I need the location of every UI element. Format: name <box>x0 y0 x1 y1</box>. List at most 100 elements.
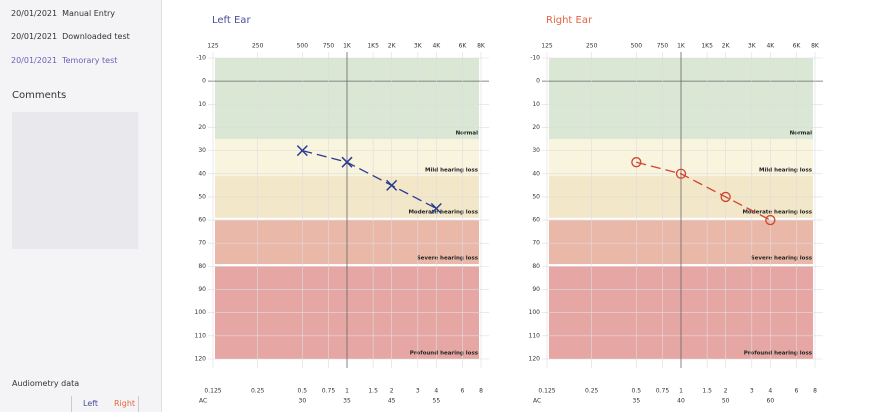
y-tick-label: 100 <box>195 309 207 316</box>
table-frequency: 0.5 <box>632 388 642 395</box>
table-frequency: 6 <box>795 388 799 395</box>
comments-title: Comments <box>12 90 67 101</box>
table-frequency: 3 <box>750 388 754 395</box>
x-tick-label: 500 <box>631 43 643 50</box>
band-label: Mild hearing loss <box>425 168 479 174</box>
table-frequency: 8 <box>479 388 483 395</box>
y-tick-label: 0 <box>536 78 540 85</box>
x-tick-label: 125 <box>207 43 219 50</box>
x-tick-label: 250 <box>252 43 264 50</box>
x-tick-label: 1K <box>677 43 686 50</box>
x-tick-label: 1K5 <box>701 43 713 50</box>
test-date: 20/01/2021 <box>11 9 58 18</box>
x-tick-label: 500 <box>297 43 309 50</box>
y-tick-label: -10 <box>196 55 206 62</box>
x-tick-label: 4K <box>766 43 775 50</box>
tab-divider <box>71 396 72 412</box>
y-tick-label: 10 <box>532 101 540 108</box>
marker-x <box>296 145 308 157</box>
band-label: Profound hearing loss <box>744 351 813 357</box>
band-label: Normal <box>790 131 813 137</box>
table-value: 50 <box>722 398 730 405</box>
band-label: Normal <box>456 131 479 137</box>
table-row-label: AC <box>199 398 207 405</box>
tab-left[interactable]: Left <box>83 399 99 408</box>
x-tick-label: 4K <box>432 43 441 50</box>
band-label: Severe hearing loss <box>417 256 479 262</box>
x-tick-label: 6K <box>793 43 802 50</box>
test-label: Downloaded test <box>62 32 130 41</box>
table-frequency: 0.75 <box>322 388 336 395</box>
x-tick-label: 125 <box>541 43 553 50</box>
table-frequency: 8 <box>813 388 817 395</box>
comments-box[interactable] <box>12 112 138 249</box>
y-tick-label: 90 <box>532 286 540 293</box>
y-tick-label: 30 <box>532 147 540 154</box>
y-tick-label: 40 <box>198 170 206 177</box>
test-label: Temorary test <box>62 56 118 65</box>
y-tick-label: 80 <box>532 263 540 270</box>
marker-x <box>341 156 353 168</box>
band-label: Profound hearing loss <box>410 351 479 357</box>
x-tick-label: 2K <box>722 43 731 50</box>
table-frequency: 1 <box>345 388 349 395</box>
marker-o <box>720 191 731 203</box>
band-label: Moderate hearing loss <box>408 209 478 215</box>
table-value: 35 <box>343 398 351 405</box>
test-entry[interactable]: 20/01/2021 Temorary test <box>11 56 122 65</box>
y-tick-label: 80 <box>198 263 206 270</box>
series-line <box>636 161 771 221</box>
marker-o <box>631 157 642 168</box>
x-tick-label: 8K <box>477 43 486 50</box>
marker-x <box>386 179 398 191</box>
table-value: 55 <box>433 398 441 405</box>
table-frequency: 0.75 <box>656 388 670 395</box>
x-tick-label: 250 <box>586 43 598 50</box>
y-tick-label: 0 <box>202 78 206 85</box>
table-frequency: 1 <box>679 388 683 395</box>
table-frequency: 0.125 <box>204 388 221 395</box>
test-entry[interactable]: 20/01/2021 Downloaded test <box>11 32 135 41</box>
chart-title: Left Ear <box>212 15 251 26</box>
y-tick-label: 60 <box>198 217 206 224</box>
y-tick-label: -10 <box>530 55 540 62</box>
x-tick-label: 1K <box>343 43 352 50</box>
y-tick-label: 120 <box>195 356 207 363</box>
x-tick-label: 6K <box>459 43 468 50</box>
y-tick-label: 100 <box>529 309 541 316</box>
x-tick-label: 2K <box>388 43 397 50</box>
table-frequency: 0.5 <box>298 388 308 395</box>
marker-x <box>430 202 442 215</box>
y-tick-label: 20 <box>532 124 540 131</box>
tab-divider <box>138 396 139 412</box>
y-tick-label: 30 <box>198 147 206 154</box>
table-row-label: AC <box>533 398 541 405</box>
band-label: Mild hearing loss <box>759 168 813 174</box>
y-tick-label: 40 <box>532 170 540 177</box>
y-tick-label: 60 <box>532 217 540 224</box>
table-frequency: 0.25 <box>251 388 265 395</box>
table-frequency: 6 <box>461 388 465 395</box>
tab-right[interactable]: Right <box>114 399 136 408</box>
table-value: 30 <box>299 398 307 405</box>
charts: Left Ear Normal Mild hearing loss Moderate … <box>195 15 823 405</box>
y-tick-label: 110 <box>195 332 207 339</box>
band-label: Severe hearing loss <box>751 256 813 262</box>
x-tick-label: 3K <box>414 43 423 50</box>
x-tick-label: 8K <box>811 43 820 50</box>
test-entry[interactable]: 20/01/2021 Manual Entry <box>11 9 120 18</box>
y-tick-label: 50 <box>532 193 540 200</box>
marker-o <box>765 214 776 226</box>
test-date: 20/01/2021 <box>11 32 58 41</box>
table-frequency: 1.5 <box>702 388 712 395</box>
y-tick-label: 10 <box>198 101 206 108</box>
sidebar: 20/01/2021 Manual Entry 20/01/2021 Downloa… <box>0 0 162 412</box>
table-frequency: 4 <box>768 388 772 395</box>
x-tick-label: 3K <box>748 43 757 50</box>
y-tick-label: 70 <box>198 240 206 247</box>
table-value: 40 <box>677 398 685 405</box>
table-frequency: 2 <box>390 388 394 395</box>
chart-title: Right Ear <box>546 15 593 26</box>
